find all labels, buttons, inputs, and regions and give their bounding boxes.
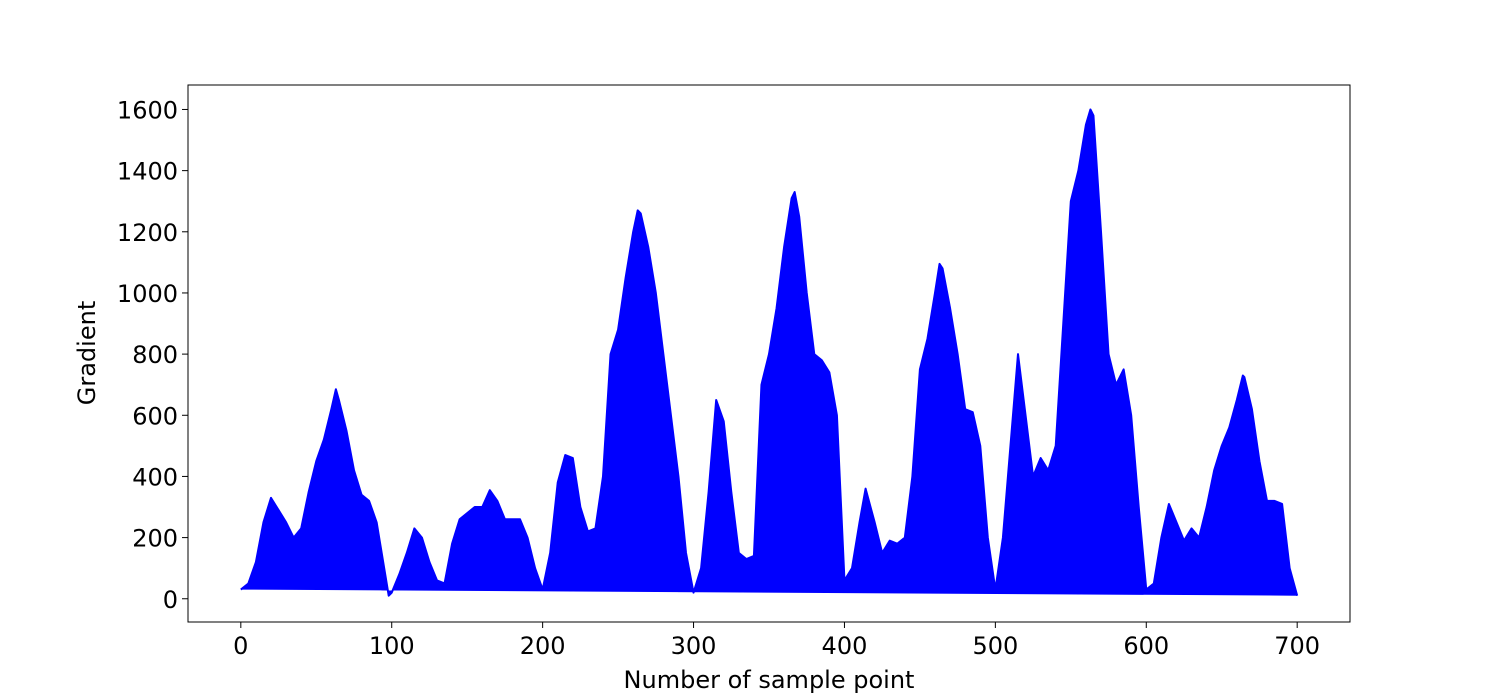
x-tick-label: 400: [822, 632, 868, 660]
x-tick-label: 500: [972, 632, 1018, 660]
x-tick-label: 300: [671, 632, 717, 660]
x-tick-label: 100: [369, 632, 415, 660]
y-tick-label: 800: [132, 341, 178, 369]
y-axis-label: Gradient: [73, 301, 101, 405]
x-tick-label: 600: [1123, 632, 1169, 660]
y-tick-label: 600: [132, 402, 178, 430]
area: [240, 108, 1299, 597]
plot-frame: [187, 84, 1351, 623]
x-tick-label: 200: [520, 632, 566, 660]
y-tick-label: 1400: [117, 158, 178, 186]
y-tick-label: 200: [132, 525, 178, 553]
y-tick-label: 1000: [117, 280, 178, 308]
y-tick-label: 1200: [117, 219, 178, 247]
y-tick-label: 0: [163, 586, 178, 614]
x-tick-label: 700: [1274, 632, 1320, 660]
y-tick-label: 400: [132, 463, 178, 491]
x-axis-label: Number of sample point: [624, 666, 915, 694]
x-tick-label: 0: [233, 632, 248, 660]
y-tick-label: 1600: [117, 96, 178, 124]
